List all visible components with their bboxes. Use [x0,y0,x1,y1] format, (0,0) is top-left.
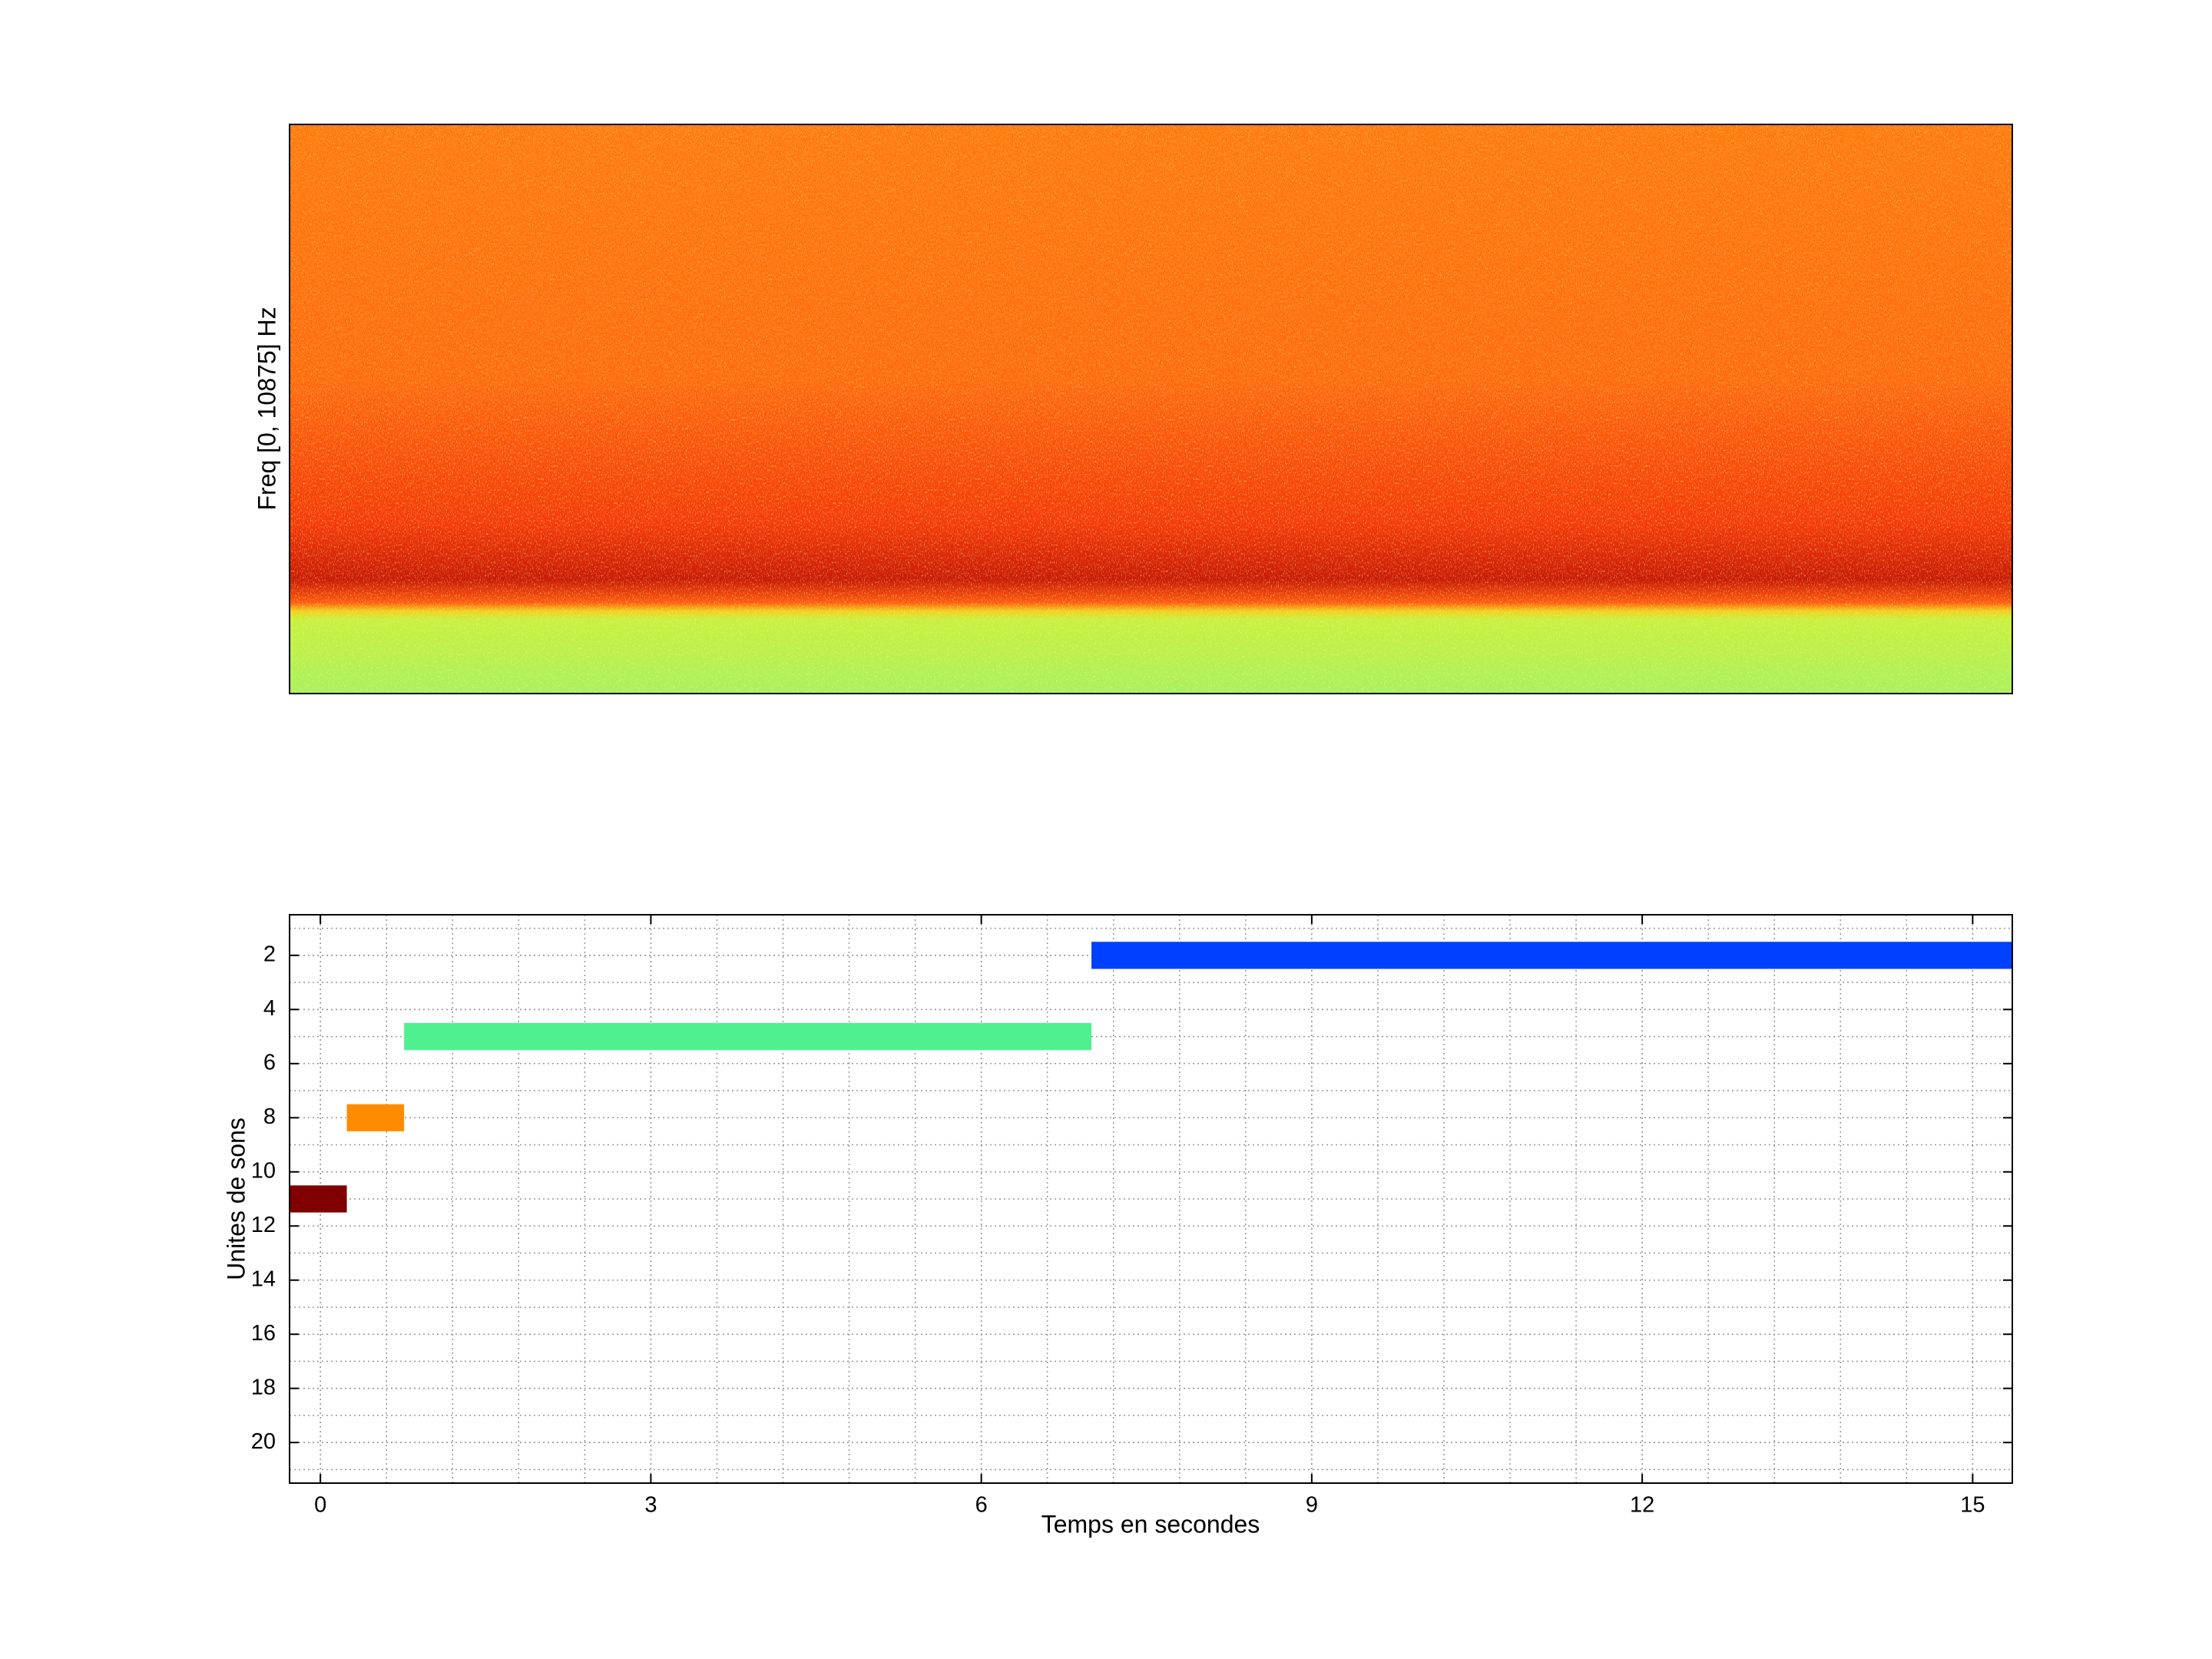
x-tick-label: 9 [1306,1493,1318,1518]
y-tick-label: 20 [251,1429,276,1454]
y-axis-label: Freq [0, 10875] Hz [253,306,280,510]
timeline-panel: Temps en secondes Unites de sons 0 3 6 9 12 1… [222,914,2013,1538]
y-tick-label: 14 [251,1267,276,1291]
y-tick-label: 10 [251,1158,276,1183]
axes-frame [289,124,2013,694]
x-tick-label: 6 [975,1493,988,1518]
x-tick-label: 3 [644,1493,657,1518]
spectrogram-panel: Freq [0, 10875] Hz [253,124,2013,694]
y-tick-label: 12 [251,1213,276,1237]
segment-bar [1091,942,2012,969]
y-tick-label: 16 [251,1321,276,1346]
axes-frame [289,914,2013,1484]
y-tick-label: 18 [251,1375,276,1399]
segment-bar [404,1022,1092,1051]
x-tick-label: 15 [1960,1493,1985,1518]
y-tick-label: 8 [263,1104,276,1129]
x-tick-label: 12 [1630,1493,1654,1518]
y-tick-label: 2 [263,942,276,967]
segment-bar [290,1185,347,1213]
y-axis-label: Unites de sons [222,1118,250,1280]
x-tick-label: 0 [314,1493,326,1518]
spectrogram-texture [290,124,2012,694]
segment-bar [346,1104,405,1131]
y-tick-label: 6 [263,1050,276,1075]
x-axis-label: Temps en secondes [1041,1510,1260,1538]
y-tick-label: 4 [263,996,276,1021]
